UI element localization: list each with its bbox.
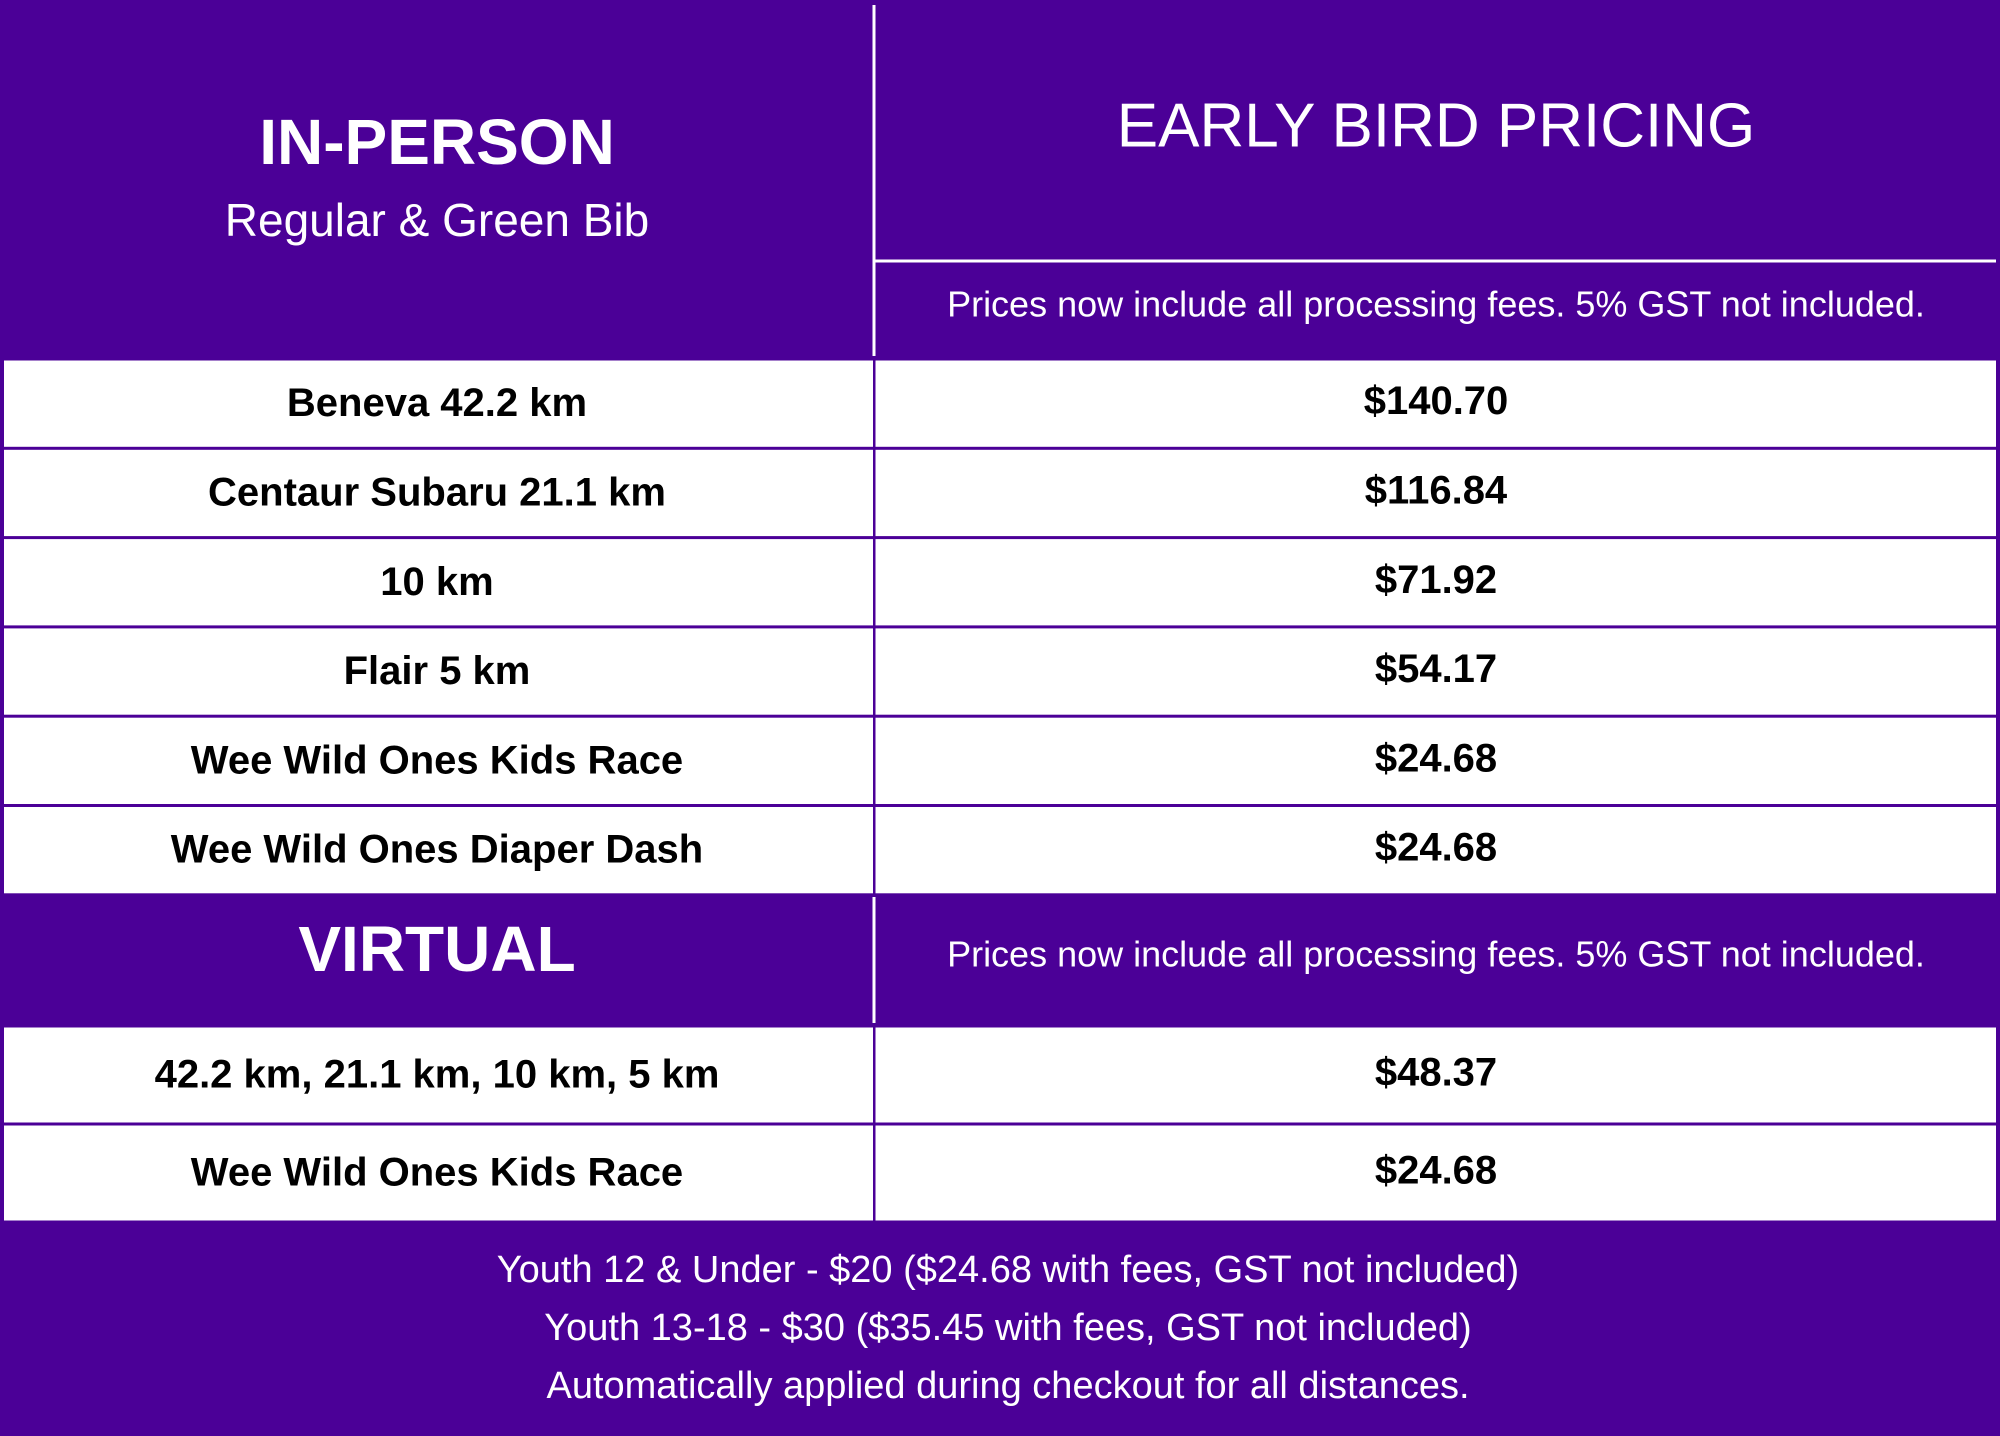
row-right (875, 717, 1996, 804)
section-title: VIRTUAL (298, 913, 575, 985)
row-left (4, 449, 873, 537)
row-right (875, 1027, 1996, 1123)
event-name: Wee Wild Ones Diaper Dash (171, 828, 703, 872)
event-name: Wee Wild Ones Kids Race (191, 738, 683, 782)
row-left (4, 1125, 873, 1221)
row-right (875, 449, 1996, 537)
row-right (875, 807, 1996, 894)
footer-line: Automatically applied during checkout fo… (546, 1365, 1469, 1407)
event-price: $24.68 (1375, 736, 1497, 780)
event-name: 10 km (380, 560, 493, 604)
pricing-title: EARLY BIRD PRICING (1117, 91, 1756, 160)
row-left (4, 539, 873, 626)
event-name: Wee Wild Ones Kids Race (191, 1151, 683, 1195)
event-name: Beneva 42.2 km (287, 381, 587, 425)
row-left (4, 360, 873, 447)
footer-line: Youth 12 & Under - $20 ($24.68 with fees… (497, 1249, 1519, 1291)
event-price: $24.68 (1375, 826, 1497, 870)
pricing-note: Prices now include all processing fees. … (947, 934, 1925, 975)
section-title: IN-PERSON (259, 106, 615, 178)
event-name: Flair 5 km (344, 649, 531, 693)
event-price: $71.92 (1375, 558, 1497, 602)
row-right (875, 1125, 1996, 1221)
event-name: 42.2 km, 21.1 km, 10 km, 5 km (155, 1053, 720, 1097)
event-price: $54.17 (1375, 647, 1497, 691)
event-price: $24.68 (1375, 1149, 1497, 1193)
section-subtitle: Regular & Green Bib (225, 194, 649, 246)
event-name: Centaur Subaru 21.1 km (208, 471, 666, 515)
row-left (4, 1027, 873, 1123)
event-price: $48.37 (1375, 1051, 1497, 1095)
event-price: $116.84 (1365, 469, 1508, 513)
row-left (4, 807, 873, 894)
row-right (875, 628, 1996, 715)
event-price: $140.70 (1364, 379, 1509, 423)
row-left (4, 628, 873, 715)
row-left (4, 717, 873, 804)
row-right (875, 360, 1996, 447)
pricing-note: Prices now include all processing fees. … (947, 284, 1925, 325)
footer-line: Youth 13-18 - $30 ($35.45 with fees, GST… (544, 1307, 1471, 1349)
row-right (875, 539, 1996, 626)
